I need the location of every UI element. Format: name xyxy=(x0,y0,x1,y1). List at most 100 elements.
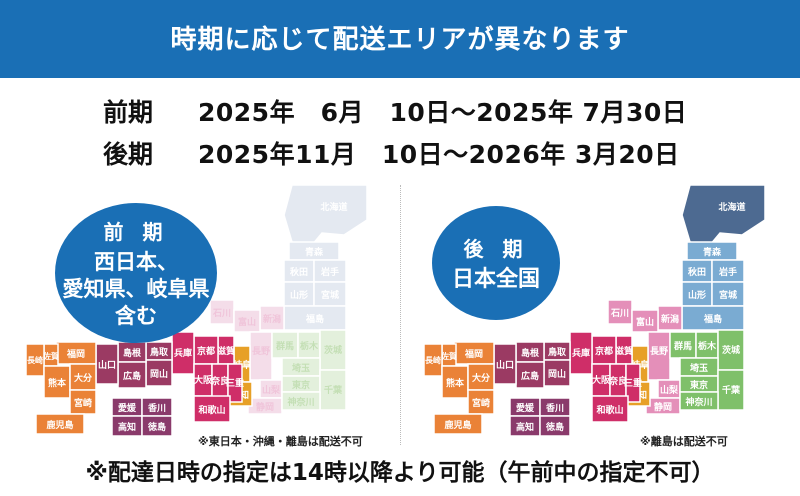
banner-title: 時期に応じて配送エリアが異なります xyxy=(170,25,630,55)
svg-text:愛媛: 愛媛 xyxy=(118,402,137,414)
svg-text:鹿児島: 鹿児島 xyxy=(45,419,73,431)
svg-text:島根: 島根 xyxy=(521,347,540,359)
region-kinki: 滋賀 京都 兵庫 大阪 奈良 三重 和歌山 xyxy=(569,331,642,423)
svg-text:岡山: 岡山 xyxy=(548,368,566,380)
early-period-bubble: 前 期 西日本、 愛知県、岐阜県 含む xyxy=(55,203,217,343)
svg-text:秋田: 秋田 xyxy=(687,266,706,278)
svg-text:長崎: 長崎 xyxy=(27,355,43,365)
pref-label-hokkaido: 北海道 xyxy=(320,201,347,213)
svg-text:長野: 長野 xyxy=(252,346,270,357)
svg-text:石川: 石川 xyxy=(610,308,629,319)
svg-text:東京: 東京 xyxy=(292,379,310,391)
svg-text:山口: 山口 xyxy=(98,359,116,371)
svg-text:奈良: 奈良 xyxy=(608,375,627,387)
svg-text:新潟: 新潟 xyxy=(263,313,281,325)
svg-text:神奈川: 神奈川 xyxy=(287,396,314,408)
region-kinki: 滋賀 京都 兵庫 大阪 奈良 三重 和歌山 xyxy=(171,331,244,423)
svg-text:岩手: 岩手 xyxy=(320,266,339,278)
svg-text:兵庫: 兵庫 xyxy=(174,347,192,359)
svg-text:富山: 富山 xyxy=(238,316,256,328)
period-range: 2025年 6月 10日～2025年 7月30日 xyxy=(198,98,688,127)
svg-text:群馬: 群馬 xyxy=(673,340,692,352)
region-tohoku: 青森 秋田 岩手 山形 宮城 福島 xyxy=(681,241,745,331)
svg-text:福島: 福島 xyxy=(703,313,722,325)
svg-text:香川: 香川 xyxy=(147,402,166,414)
map-late-period: 北海道 青森 秋田 岩手 山形 宮城 福島 新潟 石川 富山 福井 長野 山梨 … xyxy=(420,160,770,454)
svg-text:千葉: 千葉 xyxy=(722,384,741,396)
pref-hokkaido: 北海道 xyxy=(283,184,368,246)
svg-text:鹿児島: 鹿児島 xyxy=(443,419,471,431)
svg-text:島根: 島根 xyxy=(123,347,142,359)
region-tohoku: 青森 秋田 岩手 山形 宮城 福島 xyxy=(283,241,347,331)
header-banner: 時期に応じて配送エリアが異なります xyxy=(0,0,800,78)
svg-text:熊本: 熊本 xyxy=(446,377,465,389)
svg-text:青森: 青森 xyxy=(305,246,324,258)
svg-text:熊本: 熊本 xyxy=(48,377,67,389)
svg-text:和歌山: 和歌山 xyxy=(197,404,225,416)
svg-text:兵庫: 兵庫 xyxy=(572,347,590,359)
svg-text:愛媛: 愛媛 xyxy=(516,402,535,414)
late-bubble-line: 日本全国 xyxy=(451,267,540,292)
region-kyushu: 福岡 佐賀 長崎 熊本 大分 宮崎 鹿児島 xyxy=(423,341,495,435)
svg-text:石川: 石川 xyxy=(212,308,231,319)
svg-text:岡山: 岡山 xyxy=(150,368,168,380)
early-bubble-line: 愛知県、岐阜県 xyxy=(62,277,210,301)
svg-text:福岡: 福岡 xyxy=(66,348,85,360)
region-kanto: 群馬 栃木 茨城 埼玉 東京 千葉 神奈川 xyxy=(271,329,347,411)
svg-text:千葉: 千葉 xyxy=(324,384,343,396)
svg-text:山口: 山口 xyxy=(496,359,514,371)
svg-text:徳島: 徳島 xyxy=(147,421,166,433)
late-period-bubble: 後 期 日本全国 xyxy=(432,206,560,320)
region-kanto: 群馬 栃木 茨城 埼玉 東京 千葉 神奈川 xyxy=(669,329,745,411)
period-label: 前期 xyxy=(103,98,154,127)
svg-text:香川: 香川 xyxy=(545,402,564,414)
svg-text:静岡: 静岡 xyxy=(654,401,672,413)
late-delivery-note: ※離島は配送不可 xyxy=(640,435,728,448)
late-bubble-title: 後 期 xyxy=(463,237,529,261)
svg-text:高知: 高知 xyxy=(516,421,534,433)
svg-text:奈良: 奈良 xyxy=(210,375,229,387)
region-kyushu: 福岡 佐賀 長崎 熊本 大分 宮崎 鹿児島 xyxy=(25,341,97,435)
svg-text:山形: 山形 xyxy=(290,289,308,301)
region-chugoku: 鳥取 岡山 島根 広島 山口 xyxy=(493,341,571,389)
svg-text:宮城: 宮城 xyxy=(719,289,737,301)
svg-text:茨城: 茨城 xyxy=(722,344,740,356)
panel-divider xyxy=(400,185,401,445)
japan-map-early: 北海道 青森 秋田 岩手 山形 宮城 福島 新潟 石川 富山 福井 長野 山梨 … xyxy=(25,184,368,437)
svg-text:鳥取: 鳥取 xyxy=(150,346,169,358)
svg-text:高知: 高知 xyxy=(118,421,136,433)
svg-text:長崎: 長崎 xyxy=(425,355,441,365)
svg-text:宮崎: 宮崎 xyxy=(74,397,92,409)
period-label: 後期 xyxy=(103,140,154,169)
svg-text:広島: 広島 xyxy=(521,370,539,382)
early-bubble-line: 含む xyxy=(115,304,157,328)
svg-text:福岡: 福岡 xyxy=(464,348,483,360)
japan-map-late: 北海道 青森 秋田 岩手 山形 宮城 福島 新潟 石川 富山 福井 長野 山梨 … xyxy=(423,184,766,437)
early-bubble-line: 西日本、 xyxy=(94,250,178,274)
svg-text:佐賀: 佐賀 xyxy=(42,351,59,361)
svg-text:長野: 長野 xyxy=(650,346,668,357)
svg-text:鳥取: 鳥取 xyxy=(548,346,567,358)
svg-text:大阪: 大阪 xyxy=(194,374,213,386)
region-shikoku: 愛媛 香川 高知 徳島 xyxy=(509,397,571,437)
svg-text:茨城: 茨城 xyxy=(324,344,342,356)
svg-text:大分: 大分 xyxy=(472,372,490,384)
svg-text:山形: 山形 xyxy=(688,289,706,301)
delivery-time-note: ※配達日時の指定は14時以降より可能（午前中の指定不可） xyxy=(85,460,715,486)
svg-text:福島: 福島 xyxy=(305,313,324,325)
svg-text:滋賀: 滋賀 xyxy=(217,345,235,357)
svg-text:三重: 三重 xyxy=(226,377,244,389)
svg-text:佐賀: 佐賀 xyxy=(440,351,457,361)
svg-text:埼玉: 埼玉 xyxy=(690,362,708,374)
svg-text:三重: 三重 xyxy=(624,377,642,389)
svg-text:大分: 大分 xyxy=(74,372,92,384)
early-bubble-title: 前 期 xyxy=(103,220,169,244)
svg-text:山梨: 山梨 xyxy=(660,384,679,396)
early-delivery-note: ※東日本・沖縄・離島は配送不可 xyxy=(198,435,363,448)
period-range: 2025年11月 10日～2026年 3月20日 xyxy=(198,140,680,169)
svg-text:和歌山: 和歌山 xyxy=(595,404,623,416)
svg-text:富山: 富山 xyxy=(636,316,654,328)
map-early-period: 北海道 青森 秋田 岩手 山形 宮城 福島 新潟 石川 富山 福井 長野 山梨 … xyxy=(22,160,372,454)
svg-text:青森: 青森 xyxy=(703,246,722,258)
svg-text:山梨: 山梨 xyxy=(262,384,281,396)
